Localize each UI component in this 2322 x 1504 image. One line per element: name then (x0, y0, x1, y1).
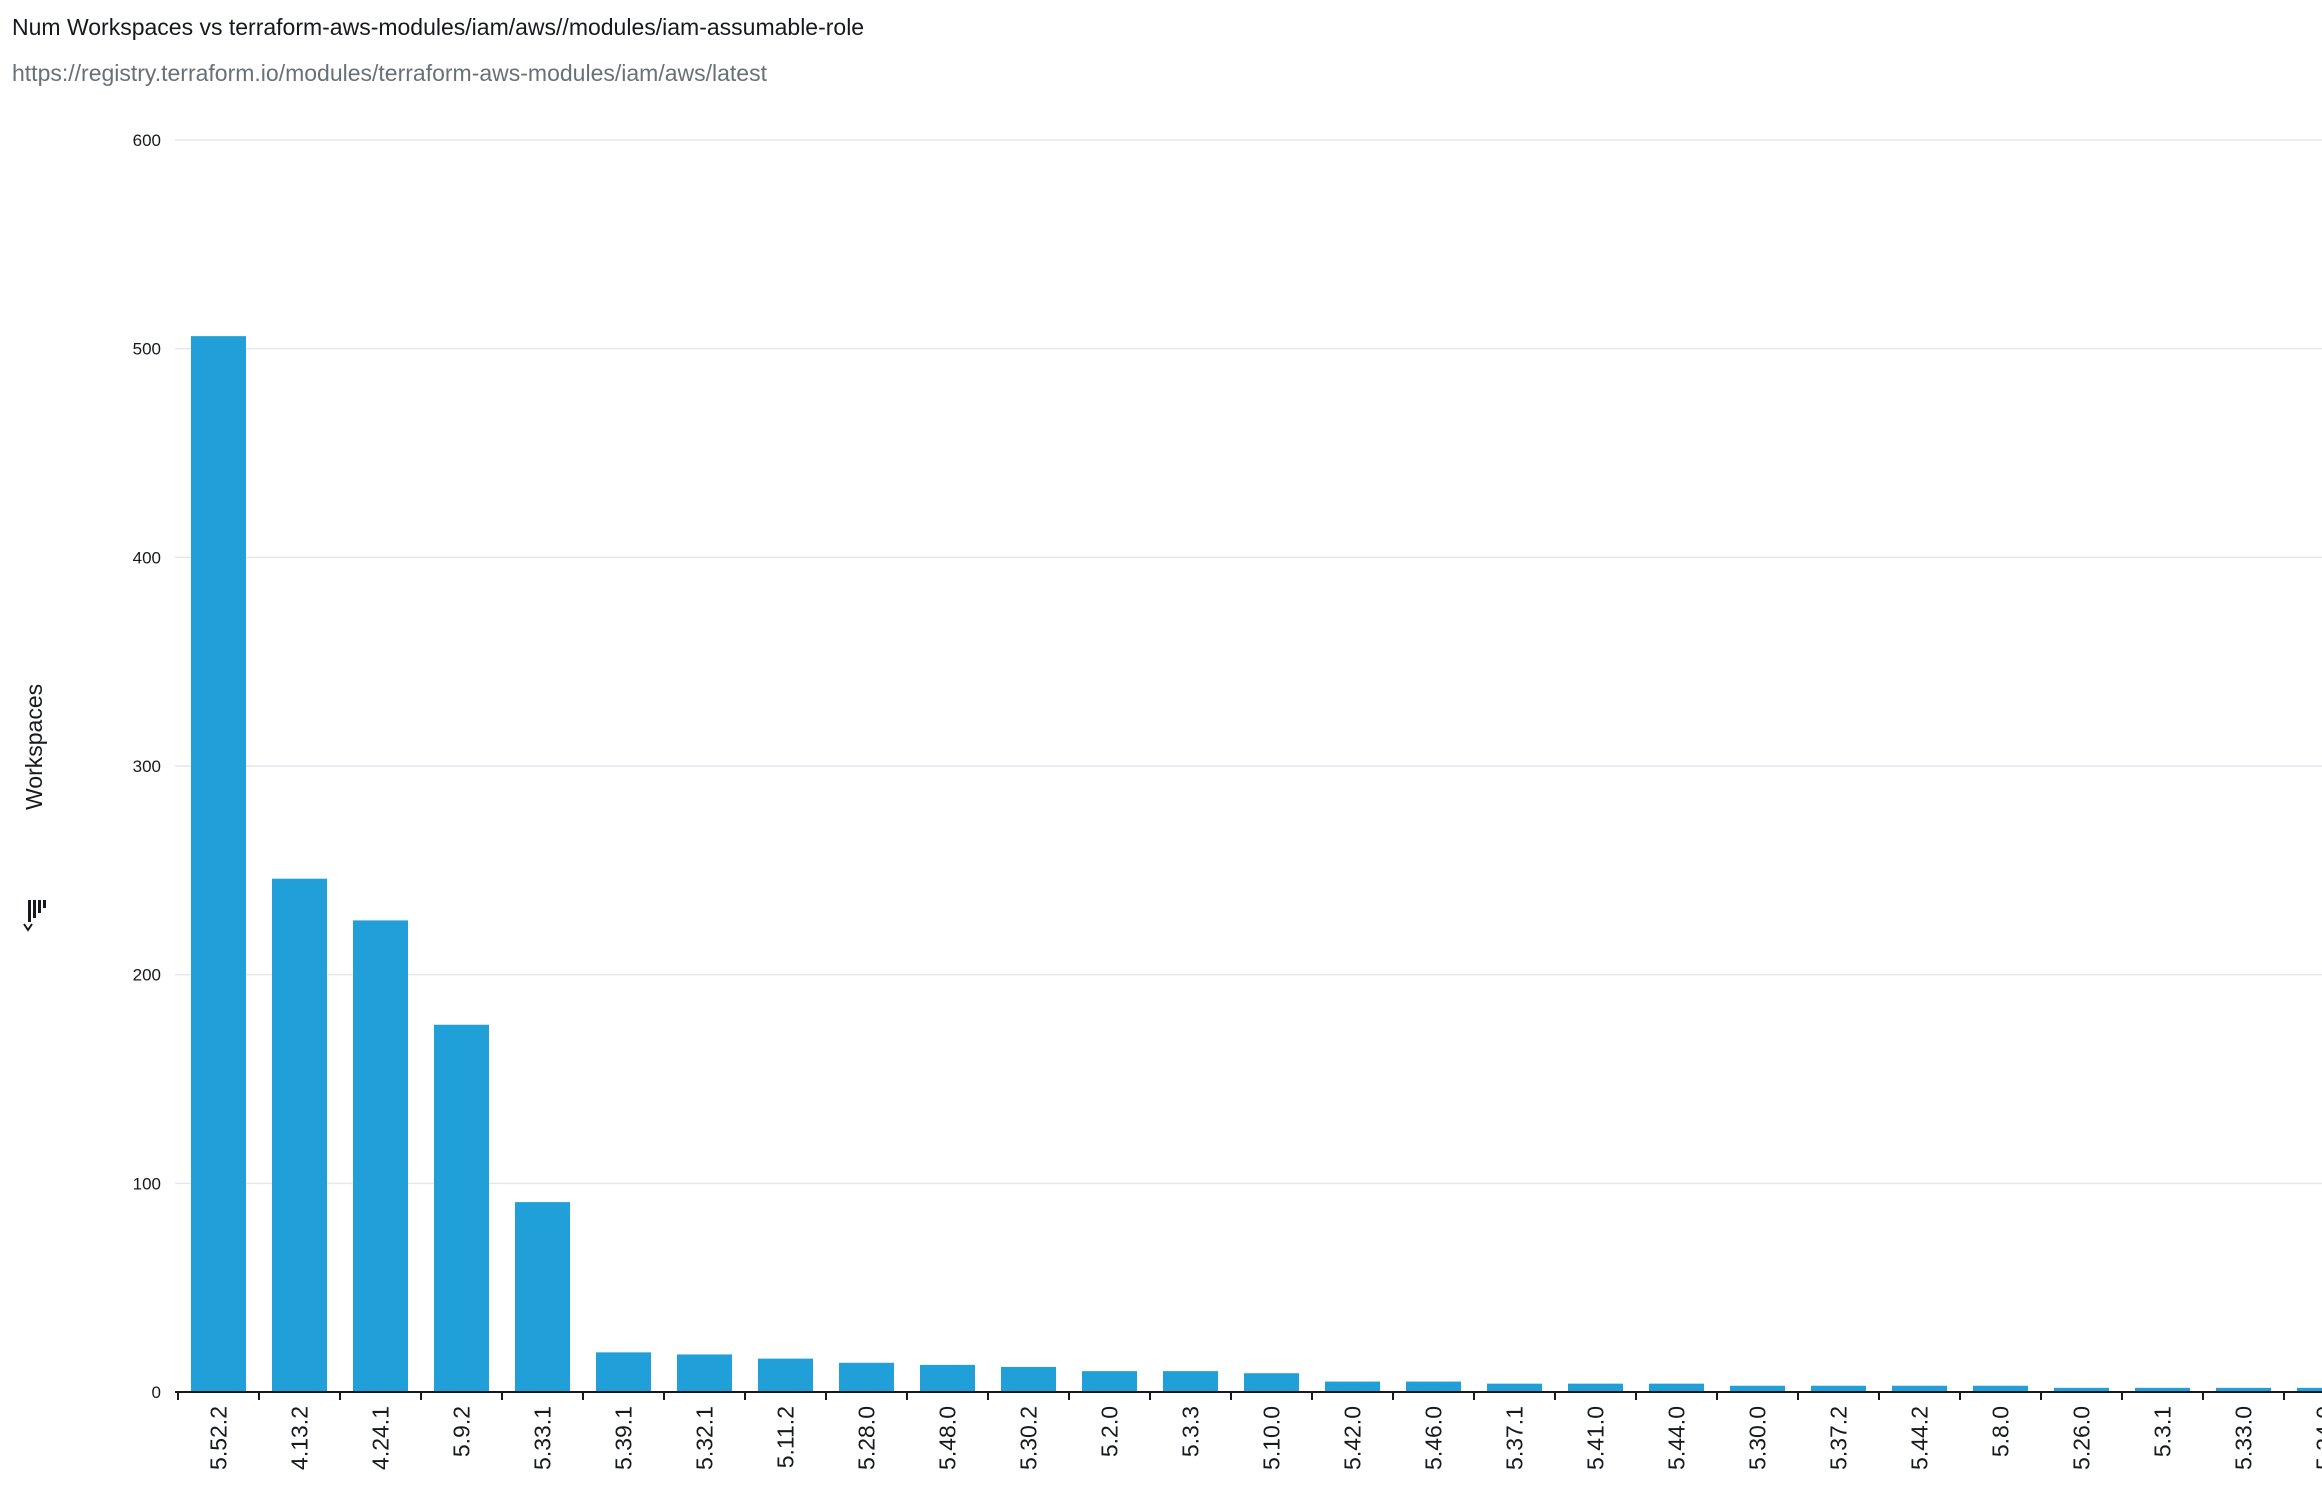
bar-5.3.1[interactable] (2135, 1387, 2190, 1392)
gridlines (175, 139, 2322, 1185)
bar-5.28.0[interactable] (839, 1362, 894, 1392)
bar-5.2.0[interactable] (1082, 1371, 1137, 1392)
bars (191, 336, 2322, 1392)
y-tick-label: 100 (133, 1174, 161, 1193)
x-tick-label: 5.33.0 (2231, 1406, 2257, 1470)
bar-5.33.0[interactable] (2216, 1387, 2271, 1392)
x-tick-label: 5.30.2 (1016, 1406, 1042, 1470)
bar-5.44.0[interactable] (1649, 1383, 1704, 1392)
bar-4.13.2[interactable] (272, 878, 327, 1392)
x-tick-label: 5.32.1 (692, 1406, 718, 1470)
bar-5.32.1[interactable] (677, 1354, 732, 1392)
x-tick-label: 5.30.0 (1745, 1406, 1771, 1470)
bar-5.30.2[interactable] (1001, 1366, 1056, 1392)
x-tick-label: 5.37.1 (1502, 1406, 1528, 1470)
bar-5.30.0[interactable] (1730, 1385, 1785, 1392)
x-tick-label: 5.37.2 (1826, 1406, 1852, 1470)
y-tick-label: 600 (133, 131, 161, 150)
y-axis-ticks: 0 100 200 300 400 500 600 (133, 131, 161, 1402)
x-tick-label: 5.41.0 (1583, 1406, 1609, 1470)
bar-5.37.1[interactable] (1487, 1383, 1542, 1392)
x-tick-label: 4.13.2 (287, 1406, 313, 1470)
bar-5.52.2[interactable] (191, 336, 246, 1392)
bar-5.34.0[interactable] (2297, 1387, 2322, 1392)
x-tick-label: 5.10.0 (1259, 1406, 1285, 1470)
bar-5.8.0[interactable] (1973, 1385, 2028, 1392)
bar-4.24.1[interactable] (353, 920, 408, 1392)
bar-5.11.2[interactable] (758, 1358, 813, 1392)
x-tick-label: 5.9.2 (449, 1406, 475, 1457)
x-tick-label: 5.8.0 (1988, 1406, 2014, 1457)
bar-5.9.2[interactable] (434, 1024, 489, 1392)
x-tick-label: 5.26.0 (2069, 1406, 2095, 1470)
bar-5.42.0[interactable] (1325, 1381, 1380, 1392)
x-tick-label: 5.42.0 (1340, 1406, 1366, 1470)
y-tick-label: 300 (133, 757, 161, 776)
bar-5.48.0[interactable] (920, 1364, 975, 1392)
x-axis-tick-labels: 5.52.2 4.13.2 4.24.1 5.9.2 5.33.1 5.39.1 5.32.… (206, 1406, 2322, 1470)
x-tick-label: 5.28.0 (854, 1406, 880, 1470)
chart-subtitle: https://registry.terraform.io/modules/te… (12, 60, 767, 86)
sort-descending-icon (23, 900, 46, 932)
x-tick-label: 5.46.0 (1421, 1406, 1447, 1470)
chart-title: Num Workspaces vs terraform-aws-modules/… (12, 14, 865, 40)
x-axis (175, 1391, 2322, 1400)
x-tick-label: 5.11.2 (773, 1406, 799, 1468)
y-tick-label: 200 (133, 966, 161, 985)
x-tick-label: 5.3.3 (1178, 1406, 1204, 1457)
bar-5.10.0[interactable] (1244, 1373, 1299, 1392)
x-tick-label: 5.33.1 (530, 1406, 556, 1470)
x-tick-label: 4.24.1 (368, 1406, 394, 1470)
x-tick-label: 5.44.2 (1907, 1406, 1933, 1470)
bar-5.3.3[interactable] (1163, 1371, 1218, 1392)
bar-5.46.0[interactable] (1406, 1381, 1461, 1392)
x-tick-label: 5.34.0 (2312, 1406, 2322, 1470)
y-tick-label: 500 (133, 340, 161, 359)
x-tick-label: 5.52.2 (206, 1406, 232, 1470)
bar-5.44.2[interactable] (1892, 1385, 1947, 1392)
y-axis-title: Workspaces (21, 684, 47, 810)
x-tick-label: 5.44.0 (1664, 1406, 1690, 1470)
x-tick-label: 5.39.1 (611, 1406, 637, 1470)
y-axis-title-group: Workspaces (21, 684, 47, 932)
x-tick-label: 5.48.0 (935, 1406, 961, 1470)
bar-5.26.0[interactable] (2054, 1387, 2109, 1392)
y-tick-label: 400 (133, 548, 161, 567)
bar-5.41.0[interactable] (1568, 1383, 1623, 1392)
x-tick-label: 5.3.1 (2150, 1406, 2176, 1457)
bar-5.37.2[interactable] (1811, 1385, 1866, 1392)
x-tick-label: 5.2.0 (1097, 1406, 1123, 1457)
bar-5.33.1[interactable] (515, 1202, 570, 1392)
y-tick-label: 0 (152, 1383, 161, 1402)
bar-5.39.1[interactable] (596, 1352, 651, 1392)
